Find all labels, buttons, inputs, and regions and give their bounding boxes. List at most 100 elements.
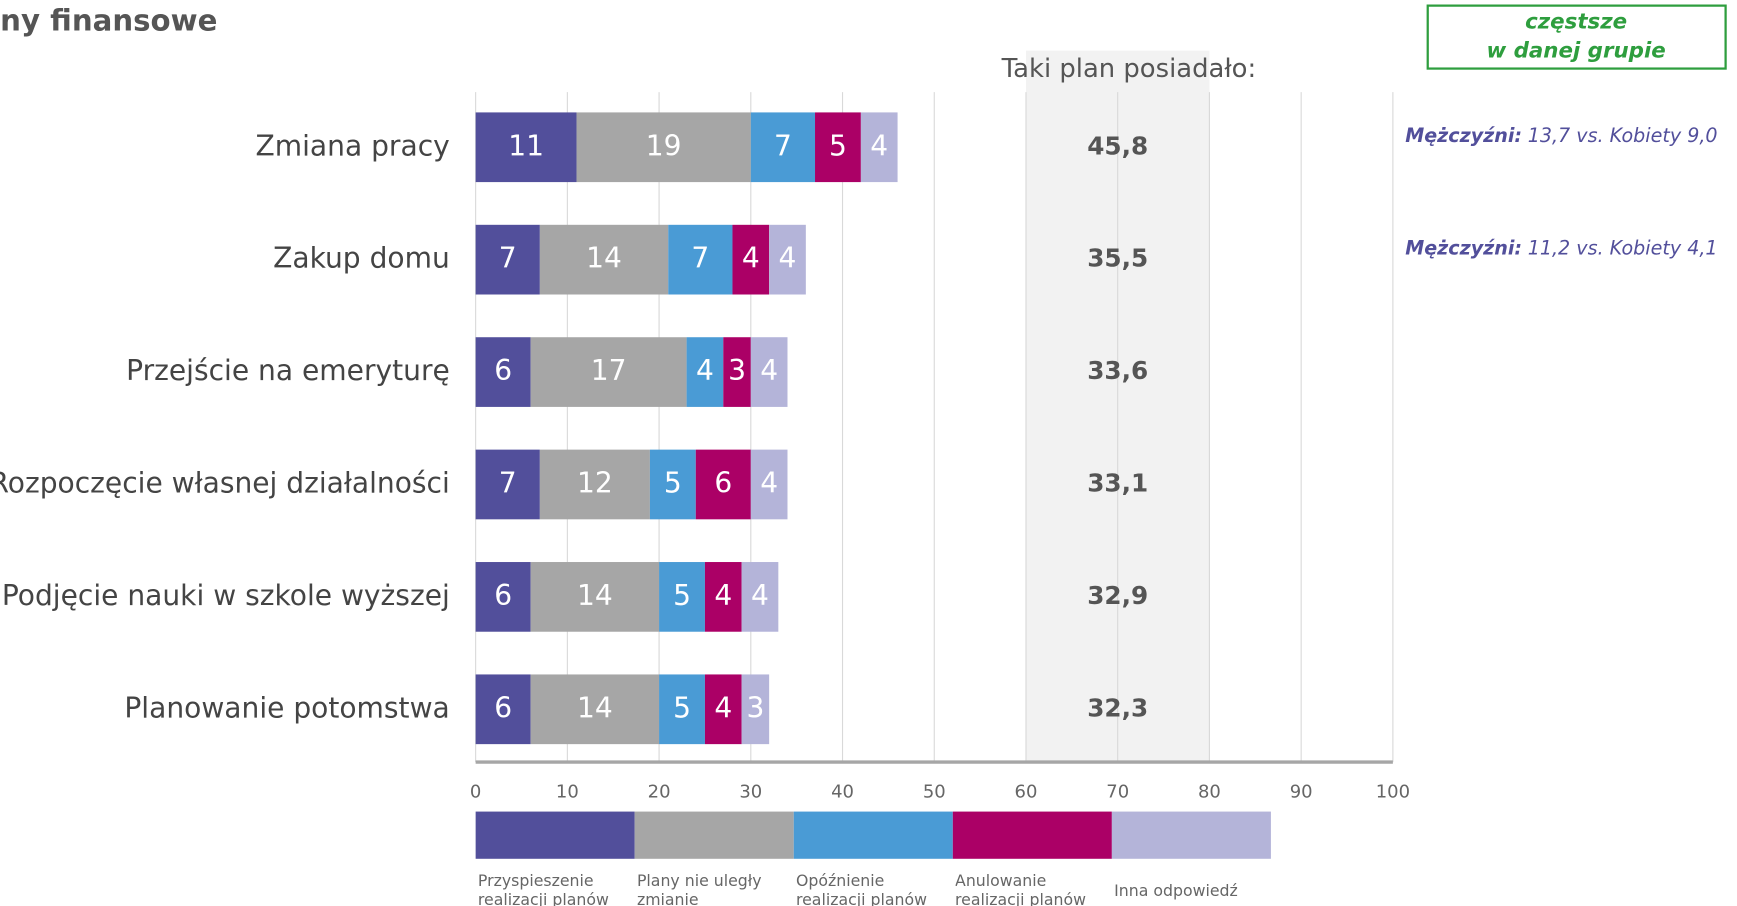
totals-header: Taki plan posiadało: xyxy=(1001,54,1257,84)
annotation-text: 13,7 vs. Kobiety 9,0 xyxy=(1528,124,1718,147)
bar-label: 5 xyxy=(664,466,682,499)
bar-segment xyxy=(475,674,531,745)
total-label: 33,6 xyxy=(1087,356,1148,385)
bar-segment xyxy=(815,112,861,183)
legend-item: Anulowanie realizacji planów xyxy=(955,872,1087,906)
bar-segment xyxy=(750,337,788,407)
bar-segment xyxy=(741,674,770,745)
bar-label: 14 xyxy=(586,242,622,275)
bar-segment xyxy=(475,449,540,520)
bar-segment xyxy=(530,337,687,407)
bar-label: 3 xyxy=(728,354,746,387)
bar-label: 4 xyxy=(751,579,769,612)
total-label: 35,5 xyxy=(1087,244,1148,273)
x-tick-label: 80 xyxy=(1198,781,1221,802)
bar-segment xyxy=(750,112,816,183)
x-tick-label: 0 xyxy=(470,781,481,802)
legend-item: Opóźnienie realizacji planów xyxy=(795,872,927,906)
legend-swatch xyxy=(793,811,953,859)
bar-label: 7 xyxy=(774,129,792,162)
legend-swatch xyxy=(475,811,635,859)
bar-label: 4 xyxy=(696,354,714,387)
y-tick-label: Zakup domu xyxy=(273,242,450,275)
bar-label: 4 xyxy=(742,242,760,275)
legend-label: Plany nie uległy zmianie xyxy=(636,872,762,906)
bar-segment xyxy=(741,562,779,632)
total-label: 45,8 xyxy=(1087,131,1148,160)
bar-label: 4 xyxy=(714,579,732,612)
note-box xyxy=(1426,4,1727,70)
bar-label: 14 xyxy=(577,691,613,724)
bar-segment xyxy=(686,337,724,407)
bar-label: 6 xyxy=(494,579,512,612)
bar-segment xyxy=(539,224,669,295)
x-tick-label: 60 xyxy=(1015,781,1038,802)
x-tick-label: 70 xyxy=(1106,781,1129,802)
bar-segment xyxy=(659,674,705,745)
bar-segment xyxy=(750,449,788,520)
x-tick-label: 20 xyxy=(648,781,671,802)
bar-segment xyxy=(659,562,705,632)
bar-segment xyxy=(475,224,540,295)
bar-segment xyxy=(860,112,898,183)
bar-label: 5 xyxy=(673,579,691,612)
legend-label: Przyspieszenie realizacji planów xyxy=(477,872,609,906)
chart-title: ny finansowe xyxy=(0,3,217,37)
bar-label: 4 xyxy=(870,129,888,162)
legend-swatch xyxy=(634,811,794,859)
legend-item: Plany nie uległy zmianie xyxy=(636,872,762,906)
bar-label: 6 xyxy=(494,691,512,724)
total-label: 32,9 xyxy=(1087,581,1148,610)
x-tick-label: 100 xyxy=(1376,781,1410,802)
legend-label: Opóźnienie realizacji planów xyxy=(795,872,927,906)
bar-segment xyxy=(704,674,742,745)
annotation: Mężczyźni: 13,7 vs. Kobiety 9,0 xyxy=(1405,124,1717,147)
bar-segment xyxy=(704,562,742,632)
bar-segment xyxy=(668,224,733,295)
y-tick-label: Zmiana pracy xyxy=(256,129,450,162)
annotation-text: 11,2 vs. Kobiety 4,1 xyxy=(1528,236,1718,259)
bar-label: 4 xyxy=(714,691,732,724)
bar-label: 11 xyxy=(508,129,544,162)
bar-label: 5 xyxy=(673,691,691,724)
annotation-bold: Mężczyźni: xyxy=(1405,236,1522,259)
bar-label: 4 xyxy=(760,466,778,499)
x-tick-label: 10 xyxy=(556,781,579,802)
bar-label: 17 xyxy=(591,354,627,387)
bar-segment xyxy=(530,562,660,632)
bar-label: 7 xyxy=(499,466,517,499)
total-label: 32,3 xyxy=(1087,693,1148,722)
bar-label: 4 xyxy=(760,354,778,387)
annotation-bold: Mężczyźni: xyxy=(1405,124,1522,147)
bar-label: 14 xyxy=(577,579,613,612)
x-tick-label: 50 xyxy=(923,781,946,802)
bar-segment xyxy=(576,112,751,183)
bar-segment xyxy=(723,337,751,407)
bar-segment xyxy=(475,337,531,407)
bar-segment xyxy=(732,224,770,295)
y-tick-label: Planowanie potomstwa xyxy=(124,691,449,724)
bar-segment xyxy=(475,562,531,632)
note-text: w danej grupie xyxy=(1486,39,1665,64)
total-label: 33,1 xyxy=(1087,468,1148,497)
bar-segment xyxy=(649,449,696,520)
y-tick-label: Przejście na emeryturę xyxy=(126,354,450,387)
legend-swatch xyxy=(1111,811,1271,859)
x-tick-label: 40 xyxy=(831,781,854,802)
y-tick-label: Podjęcie nauki w szkole wyższej xyxy=(2,579,450,612)
note-text: częstsze xyxy=(1525,9,1627,34)
bar-segment xyxy=(475,112,577,183)
bar-segment xyxy=(530,674,660,745)
bar-label: 4 xyxy=(779,242,797,275)
legend-swatch xyxy=(952,811,1112,859)
legend-item: Przyspieszenie realizacji planów xyxy=(477,872,609,906)
legend-label: Anulowanie realizacji planów xyxy=(955,872,1087,906)
bar-label: 3 xyxy=(746,691,764,724)
bar-label: 7 xyxy=(691,242,709,275)
x-tick-label: 30 xyxy=(739,781,762,802)
legend-label: Inna odpowiedź xyxy=(1114,882,1238,901)
bar-label: 12 xyxy=(577,466,613,499)
bar-label: 6 xyxy=(714,466,732,499)
bar-label: 19 xyxy=(646,129,682,162)
